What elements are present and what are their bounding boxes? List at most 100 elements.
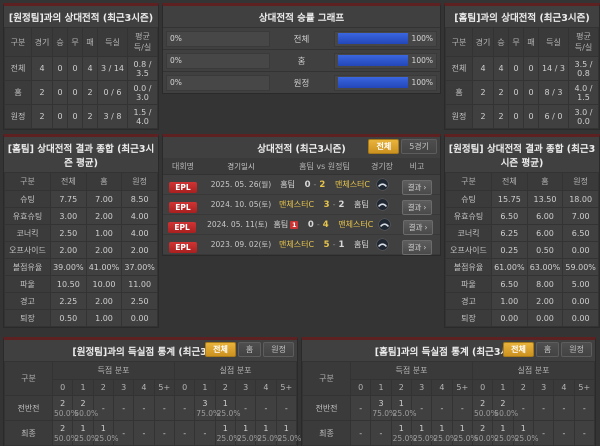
panel-title-text: 상대전적 (최근3시즌) — [257, 144, 346, 155]
home-winrate-value: 0% — [170, 56, 182, 65]
col-header: 구분 — [445, 172, 492, 191]
cell-value: 3.0 / 0.0 — [568, 104, 599, 129]
panel-away-head-to-head: [원정팀]과의 상대전적 (최근3시즌) 구분 경기 승 무 패 득실 평균 득… — [3, 3, 159, 130]
cell-value: 8 / 3 — [538, 80, 569, 105]
cell-value: - — [451, 395, 473, 421]
result-button-label: 결과 — [407, 242, 422, 252]
panel-goal-stats-vs-away: [원정팀]과의 득실점 통계 (최근3시즌) 전체 홈 원정 구분 득점 분포 … — [3, 337, 301, 446]
red-card-badge: 1 — [290, 220, 299, 229]
cell-value: 2 — [31, 80, 53, 105]
result-button[interactable]: 결과 › — [401, 239, 433, 255]
home-team-name[interactable]: 홈팀 — [280, 180, 295, 189]
home-team-name[interactable]: 맨체스터C — [279, 240, 315, 249]
panel-title: [홈팀]과의 상대전적 (최근3시즌) — [454, 13, 590, 24]
graph-row-home: 0% 홈 100% — [163, 49, 440, 71]
col-header: 득실 — [538, 27, 569, 57]
away-team-name[interactable]: 맨체스터C — [338, 220, 374, 229]
col-header: 3 — [234, 379, 257, 396]
tab-recent5[interactable]: 5경기 — [401, 139, 437, 154]
cell-value: 0.00 — [562, 309, 599, 327]
col-header: 경기 — [31, 27, 53, 57]
cell-value: 6.00 — [526, 207, 564, 225]
cell-value: 4 — [472, 56, 494, 81]
winrate-bar — [337, 55, 408, 66]
cell-value: 2 — [82, 104, 98, 129]
home-team-name[interactable]: 맨체스터C — [279, 200, 315, 209]
home-winrate-value: 0% — [170, 34, 182, 43]
away-winrate-value: 100% — [411, 78, 433, 87]
away-winrate-track: 100% — [333, 52, 437, 69]
col-header: 1 — [370, 379, 392, 396]
away-team-name[interactable]: 홈팀 — [354, 240, 369, 249]
home-h2h-table: 구분 경기 승 무 패 득실 평균 득/실 전체 4 4 0 0 14 / 3 3.5 / … — [445, 27, 599, 129]
panel-title: [홈팀]과의 득실점 통계 (최근3시즌) 전체 홈 원정 — [302, 340, 595, 361]
cell-value: - — [553, 395, 575, 421]
match-date: 2024. 05. 11(토) — [207, 220, 268, 229]
cell-value: 0.0 / 3.0 — [127, 80, 158, 105]
cell-value: 1.00 — [85, 224, 123, 242]
cell-value: 14 / 3 — [538, 56, 569, 81]
cell-value: 4.00 — [121, 207, 158, 225]
away-team-name[interactable]: 맨체스터C — [334, 180, 370, 189]
cell-value: - — [112, 395, 135, 421]
cell-value: 6.25 — [491, 224, 528, 242]
tab-away[interactable]: 원정 — [263, 342, 294, 357]
row-label: 퇴장 — [4, 309, 51, 327]
tab-home[interactable]: 홈 — [535, 342, 560, 357]
cell-value: - — [173, 395, 196, 421]
cell-value: 41.00% — [85, 258, 123, 276]
cell-value: 6.50 — [491, 207, 528, 225]
cell-value: 3 / 14 — [97, 56, 128, 81]
cell-value: 2 50.0% — [471, 420, 498, 446]
cell-value: 4.0 / 1.5 — [568, 80, 599, 105]
col-header: 3 — [410, 379, 433, 396]
stadium-icon[interactable] — [375, 176, 389, 195]
home-team-name[interactable]: 홈팀 — [273, 220, 289, 229]
cell-value: 2 50.0% — [471, 395, 498, 421]
tab-away[interactable]: 원정 — [561, 342, 592, 357]
col-header: 구분 — [302, 361, 351, 396]
goal-dist-table: 구분 득점 분포 실점 분포 0 1 2 3 4 5+ 0 1 2 3 4 5+ 전반전 -3 75.0… — [302, 361, 596, 446]
col-header: 4 — [553, 379, 575, 396]
cell-value: 13.50 — [526, 190, 564, 208]
row-label: 파울 — [445, 275, 492, 293]
cell-value: - — [431, 395, 453, 421]
cell-value: - — [255, 395, 277, 421]
cell-value: 1.00 — [491, 292, 528, 310]
cell-value: 61.00% — [491, 258, 528, 276]
result-button[interactable]: 결과 › — [401, 199, 433, 215]
cell-value: 39.00% — [50, 258, 87, 276]
match-row: EPL 2024. 05. 11(토) 홈팀 1 0-4 맨체스터C 결과 › — [163, 215, 440, 235]
match-date: 2024. 10. 05(토) — [210, 200, 272, 209]
away-team-name[interactable]: 홈팀 — [354, 200, 369, 209]
tab-all[interactable]: 전체 — [368, 139, 400, 154]
cell-value: 6 / 0 — [538, 104, 569, 129]
cell-value: - — [532, 395, 555, 421]
stadium-icon[interactable] — [375, 196, 389, 215]
cell-value: 2.00 — [85, 241, 123, 259]
col-header: 0 — [51, 379, 74, 396]
col-header: 5+ — [451, 379, 473, 396]
tab-all[interactable]: 전체 — [205, 342, 236, 357]
col-header: 2 — [92, 379, 114, 396]
stadium-icon[interactable] — [378, 216, 391, 235]
group-header-score: 득점 분포 — [350, 361, 473, 380]
cell-value: 1 25.0% — [390, 420, 416, 446]
row-label: 파울 — [4, 275, 51, 293]
tab-home[interactable]: 홈 — [237, 342, 262, 357]
cell-value: 0 — [52, 56, 68, 81]
panel-title-text: [홈팀]과의 득실점 통계 (최근3시즌) — [374, 347, 523, 358]
cell-value: 0.50 — [50, 309, 87, 327]
row-label: 코너킥 — [445, 224, 492, 242]
winrate-bar — [337, 77, 408, 88]
col-header: 2 — [214, 379, 236, 396]
result-button[interactable]: 결과 › — [401, 179, 433, 195]
cell-value: 10.00 — [85, 275, 123, 293]
col-header: 원정 — [562, 172, 599, 191]
result-button[interactable]: 결과 › — [402, 219, 434, 235]
row-label: 전체 — [4, 56, 32, 81]
row-label: 볼점유율 — [445, 258, 492, 276]
tab-all[interactable]: 전체 — [503, 342, 534, 357]
stadium-icon[interactable] — [375, 236, 389, 255]
col-header: 0 — [471, 379, 494, 396]
